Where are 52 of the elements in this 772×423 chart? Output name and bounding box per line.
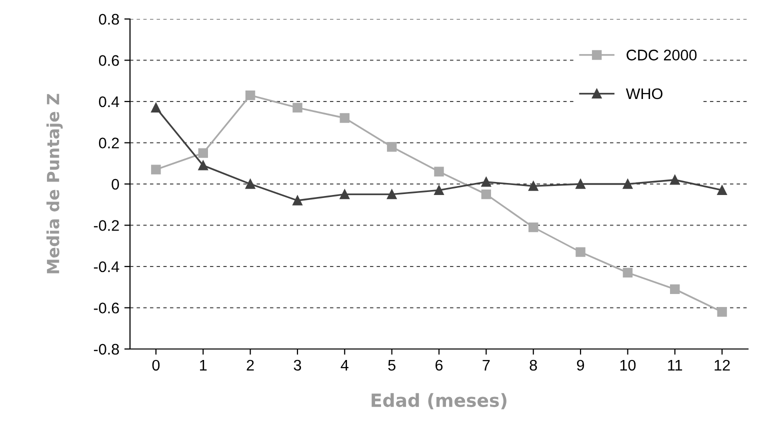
y-tick-label: -0.8 [94,344,119,355]
y-tick-label: 0.2 [98,138,119,148]
y-tick-label: -0.4 [94,261,120,272]
x-tick-label: 10 [620,360,636,371]
y-tick-label: -0.6 [94,302,119,314]
y-tick-label: 0.6 [98,55,119,66]
point [245,90,256,100]
point [340,113,350,123]
point [528,222,538,232]
x-tick-label: 6 [436,360,443,371]
point [576,179,586,189]
x-tick-label: 11 [668,360,682,370]
y-axis-title: Media de Puntaje Z [46,94,63,274]
x-axis-title: Edad (meses) [372,393,506,410]
point [717,185,727,196]
x-tick-label: 1 [200,360,207,370]
point [528,181,538,191]
point [481,177,492,187]
x-tick-label: 8 [530,360,537,371]
point [151,164,161,174]
y-tick-label: -0.2 [94,220,119,231]
point [386,189,397,200]
point [576,247,586,257]
x-tick-label: 0 [152,360,160,371]
x-tick-label: 7 [482,360,490,370]
point [151,102,161,113]
point [434,185,444,196]
point [292,196,302,206]
point [340,189,350,200]
y-tick-label: 0.8 [98,14,119,25]
x-tick-label: 3 [294,360,302,371]
point [386,142,397,152]
point [670,284,680,294]
point [622,268,633,278]
legend-label: WHO [626,88,662,100]
point [245,179,256,189]
point [481,189,492,200]
point [622,179,633,189]
x-tick-label: 4 [340,360,348,370]
x-tick-label: 12 [714,360,730,370]
x-tick-label: 5 [388,360,396,371]
point [198,148,208,158]
point [670,175,680,185]
point [717,307,727,317]
x-tick-label: 9 [576,360,584,371]
point [292,102,302,113]
y-tick-label: 0.4 [98,96,120,108]
point [434,166,444,176]
x-tick-label: 2 [246,360,254,370]
point [198,160,208,170]
y-tick-label: 0 [112,178,119,190]
legend-label: CDC 2000 [626,50,697,60]
